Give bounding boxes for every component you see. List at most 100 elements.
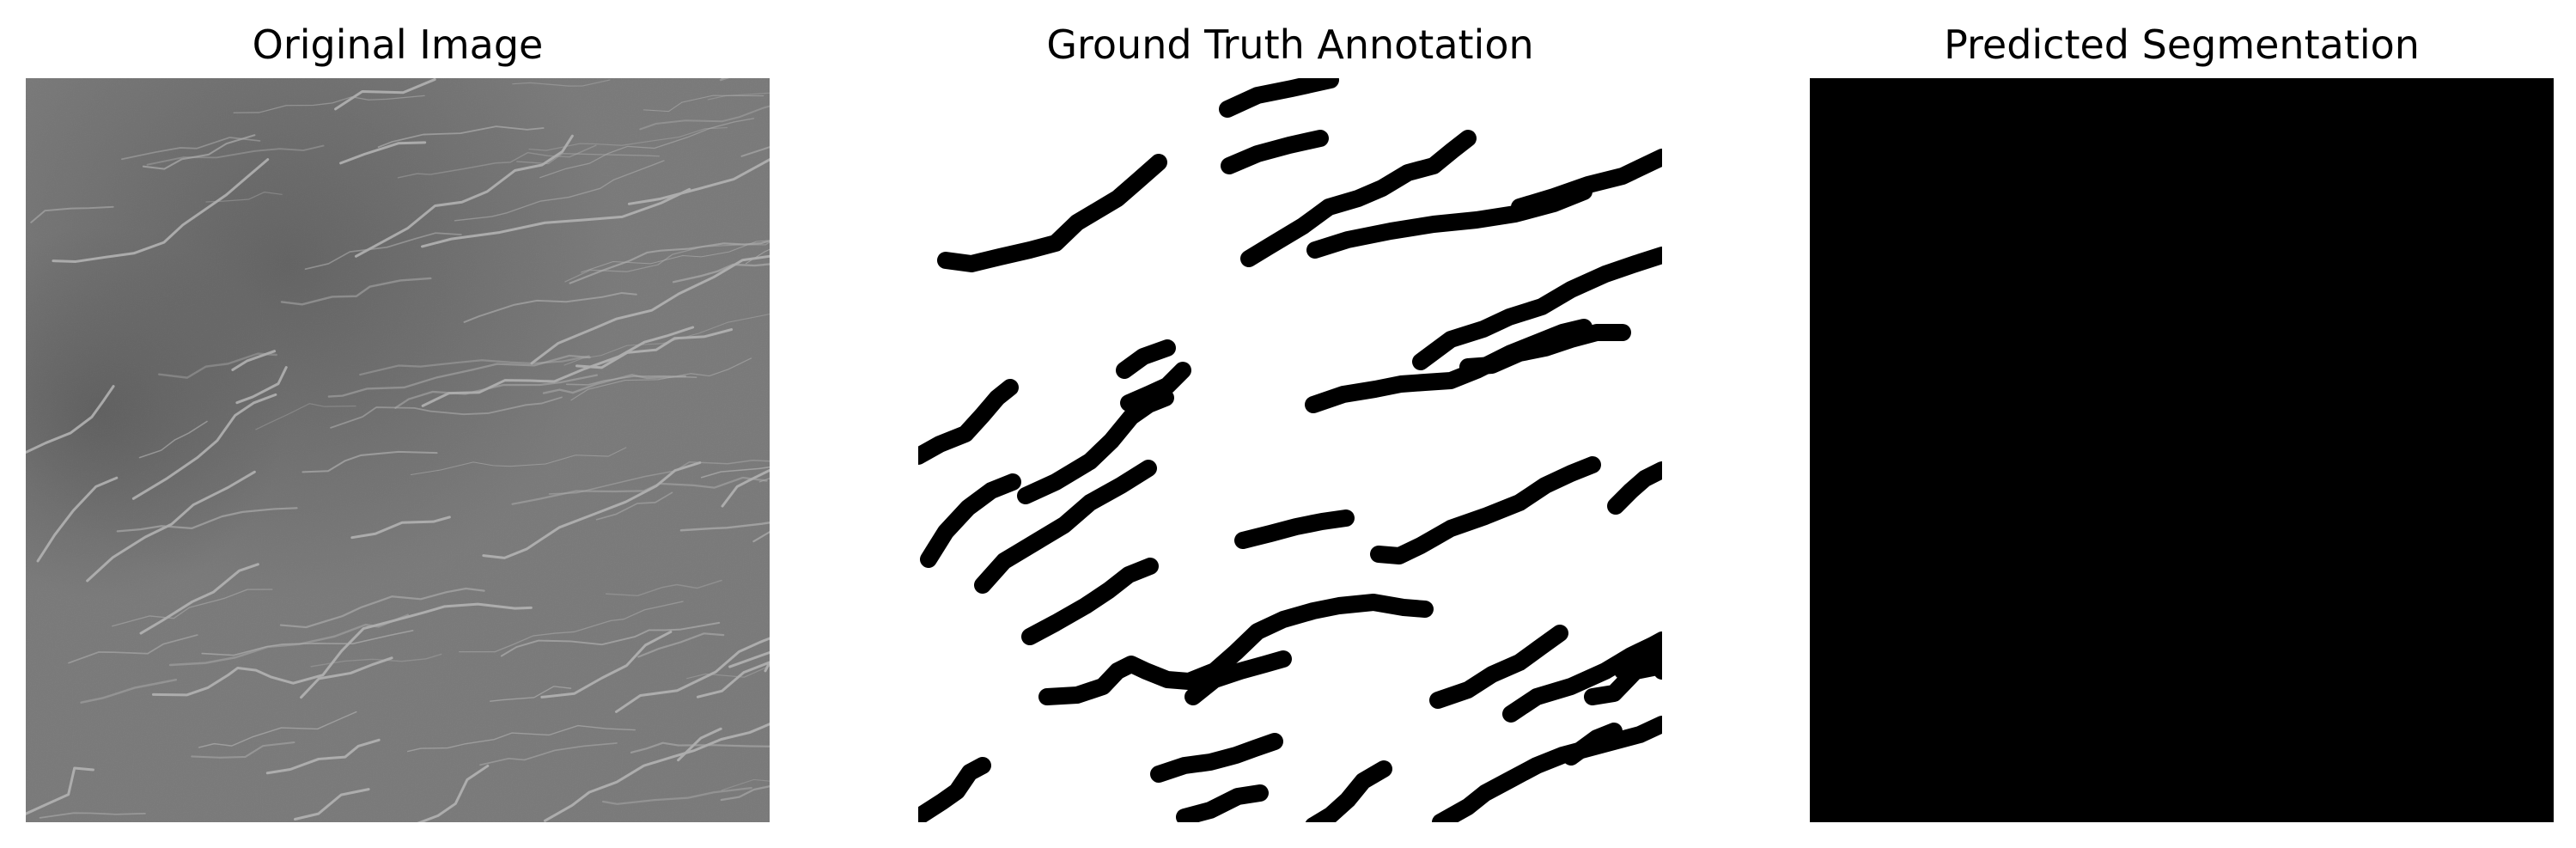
crack-line <box>459 601 684 653</box>
mask-stroke <box>1511 149 1662 216</box>
mask-stroke <box>1432 716 1662 822</box>
crack-line <box>672 263 770 284</box>
crack-line <box>121 137 261 161</box>
crack-line <box>581 240 770 273</box>
mask-stroke <box>1240 130 1477 267</box>
mask-stroke <box>1184 650 1292 705</box>
crack-line <box>516 153 660 165</box>
crack-line <box>630 741 770 753</box>
crack-line <box>417 764 490 822</box>
crack-line <box>235 366 288 405</box>
crack-line <box>721 778 770 791</box>
mask-stroke <box>1607 461 1662 515</box>
crack-line <box>350 516 451 540</box>
crack-line <box>142 134 256 170</box>
crack-line <box>26 766 94 815</box>
crack-line <box>539 118 755 179</box>
mask-stroke <box>974 460 1157 594</box>
crack-line <box>511 476 768 505</box>
crack-line <box>479 742 618 766</box>
crack-line <box>548 460 770 495</box>
mask-stroke <box>918 379 1019 465</box>
crack-line <box>564 241 770 283</box>
crack-line <box>482 461 702 559</box>
crack-line <box>745 248 770 265</box>
crack-line <box>280 277 432 306</box>
crack-line <box>139 563 259 635</box>
panel-title-original: Original Image <box>252 21 544 68</box>
mask-strokes <box>918 78 1662 822</box>
mask-stroke <box>1412 247 1662 370</box>
mask-stroke <box>1021 558 1159 645</box>
crack-line <box>563 314 770 366</box>
ground-truth-mask <box>918 78 1662 822</box>
panel-original-image: Original Image <box>26 0 770 825</box>
mask-stroke <box>1305 760 1392 822</box>
mask-stroke <box>1221 130 1329 174</box>
original-image <box>26 78 770 822</box>
mask-stroke <box>1502 631 1662 723</box>
crack-line <box>300 656 393 699</box>
crack-line <box>686 665 770 680</box>
crack-line <box>421 187 691 248</box>
crack-line <box>410 447 627 476</box>
crack-line <box>201 630 414 656</box>
crack-line <box>52 158 270 263</box>
crack-line <box>231 350 277 371</box>
crack-line <box>80 678 178 704</box>
panel-title-predicted: Predicted Segmentation <box>1944 21 2420 68</box>
panel-ground-truth: Ground Truth Annotation <box>918 0 1662 825</box>
crack-line <box>265 738 381 775</box>
prediction-fill <box>1810 78 2554 822</box>
crack-line <box>233 95 425 113</box>
crack-line <box>191 741 295 759</box>
crack-line <box>151 602 533 697</box>
crack-line <box>569 240 770 284</box>
crack-line <box>86 470 256 583</box>
mask-stroke <box>1150 733 1283 783</box>
crack-line <box>614 637 770 713</box>
mask-stroke <box>937 154 1167 272</box>
mask-stroke <box>920 473 1021 568</box>
crack-line <box>721 469 770 508</box>
crack-line <box>500 621 721 657</box>
crack-line <box>512 79 611 87</box>
mask-stroke <box>1562 723 1623 766</box>
mask-stroke <box>1120 362 1191 412</box>
crack-line <box>528 126 728 151</box>
crack-line <box>397 144 597 179</box>
crack-line <box>205 191 283 203</box>
crack-line <box>354 134 574 258</box>
crack-line <box>293 788 370 821</box>
crack-line <box>68 634 198 664</box>
mask-stroke <box>918 757 991 822</box>
crack-line <box>39 812 146 819</box>
crack-line <box>489 686 572 702</box>
crack-line <box>679 522 770 532</box>
crack-line <box>543 723 770 822</box>
crack-line <box>605 579 722 597</box>
crack-line <box>377 125 545 149</box>
mask-stroke <box>1234 509 1355 549</box>
mask-stroke <box>1614 647 1662 680</box>
crack-line <box>198 711 357 748</box>
crack-line <box>310 653 442 668</box>
crack-line <box>728 650 770 668</box>
crack-line <box>36 476 119 563</box>
crack-line <box>570 357 752 401</box>
crack-line <box>637 632 725 658</box>
crack-line <box>339 141 427 165</box>
crack-line <box>720 784 770 802</box>
crack-line <box>696 661 770 699</box>
crack-line <box>327 354 591 398</box>
crack-line <box>157 352 277 379</box>
crack-line <box>394 374 598 409</box>
panel-predicted-segmentation: Predicted Segmentation <box>1810 0 2554 825</box>
crack-line <box>359 355 590 376</box>
crack-line <box>677 727 722 762</box>
crack-line <box>639 105 770 131</box>
crack-line <box>304 232 462 270</box>
crack-line <box>301 450 438 473</box>
crack-line <box>138 420 208 459</box>
